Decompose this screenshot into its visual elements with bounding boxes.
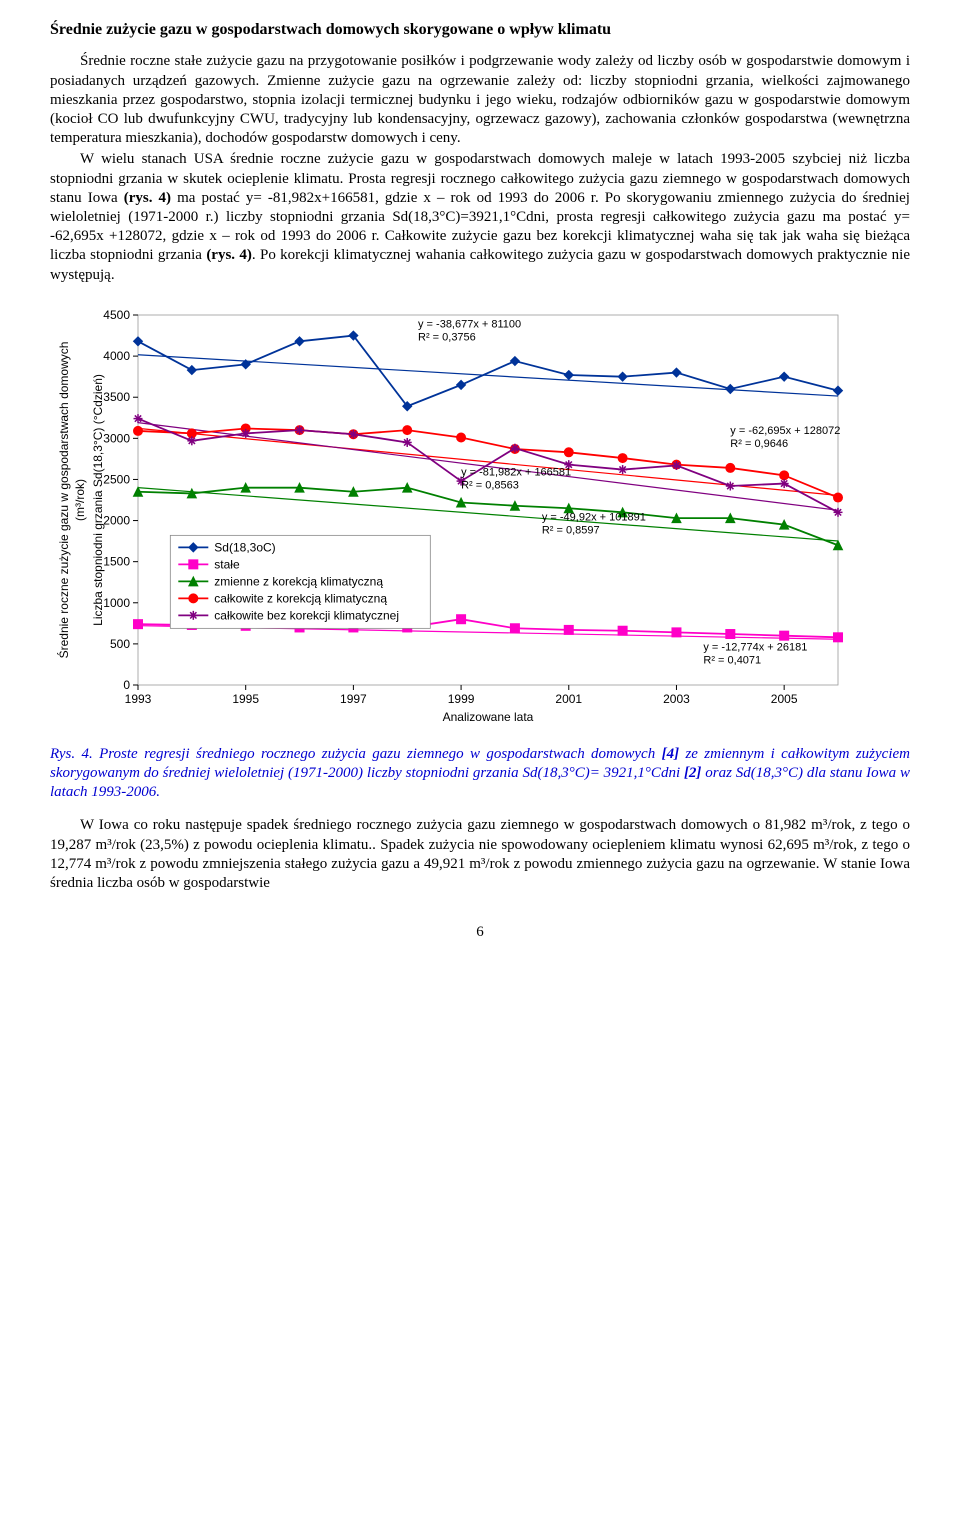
svg-text:4500: 4500 — [103, 308, 130, 322]
svg-text:2005: 2005 — [771, 692, 798, 706]
svg-text:Liczba stopniodni grzania Sd(1: Liczba stopniodni grzania Sd(18,3°C) (°C… — [91, 374, 105, 626]
svg-text:0: 0 — [123, 678, 130, 692]
paragraph-3: W Iowa co roku następuje spadek średnieg… — [50, 816, 910, 893]
svg-text:y = -62,695x + 128072: y = -62,695x + 128072 — [730, 425, 840, 437]
svg-text:R² = 0,3756: R² = 0,3756 — [418, 331, 476, 343]
svg-text:R² = 0,4071: R² = 0,4071 — [703, 654, 761, 666]
svg-text:całkowite bez korekcji klimat: całkowite bez korekcji klimatycznej — [214, 608, 399, 622]
svg-text:Sd(18,3oC): Sd(18,3oC) — [214, 540, 275, 554]
svg-text:3500: 3500 — [103, 390, 130, 404]
svg-text:y = -12,774x + 26181: y = -12,774x + 26181 — [703, 641, 807, 653]
svg-text:1999: 1999 — [448, 692, 475, 706]
cap-ref2: [2] — [684, 765, 702, 781]
svg-text:1500: 1500 — [103, 554, 130, 568]
svg-text:2003: 2003 — [663, 692, 690, 706]
paragraph-1: Średnie roczne stałe zużycie gazu na prz… — [50, 52, 910, 148]
svg-text:2500: 2500 — [103, 472, 130, 486]
svg-text:Średnie roczne zużycie gazu w: Średnie roczne zużycie gazu w gospodarst… — [56, 341, 71, 658]
cap-a: Rys. 4. Proste regresji średniego roczne… — [50, 746, 662, 762]
svg-text:y = -49,92x + 101891: y = -49,92x + 101891 — [542, 511, 646, 523]
svg-text:R² = 0,8563: R² = 0,8563 — [461, 479, 519, 491]
svg-text:y = -38,677x + 81100: y = -38,677x + 81100 — [418, 318, 521, 330]
svg-text:stałe: stałe — [214, 557, 240, 571]
svg-text:y = -81,982x + 166581: y = -81,982x + 166581 — [461, 466, 571, 478]
svg-text:R² = 0,9646: R² = 0,9646 — [730, 438, 788, 450]
svg-text:2000: 2000 — [103, 513, 130, 527]
svg-text:1000: 1000 — [103, 595, 130, 609]
figure-4-caption: Rys. 4. Proste regresji średniego roczne… — [50, 745, 910, 803]
cap-ref1: [4] — [662, 746, 680, 762]
svg-text:całkowite z korekcją klimatyc: całkowite z korekcją klimatyczną — [214, 591, 387, 605]
svg-text:1993: 1993 — [125, 692, 152, 706]
svg-text:Analizowane lata: Analizowane lata — [443, 710, 534, 724]
page-number: 6 — [50, 923, 910, 942]
paragraph-2: W wielu stanach USA średnie roczne zużyc… — [50, 150, 910, 284]
figure-4-chart: 0 500 1000 1500 2000 2500 3000 3500 4000 4500 1993… — [50, 303, 910, 739]
svg-text:1995: 1995 — [232, 692, 259, 706]
svg-text:3000: 3000 — [103, 431, 130, 445]
svg-text:1997: 1997 — [340, 692, 367, 706]
section-heading: Średnie zużycie gazu w gospodarstwach do… — [50, 20, 910, 40]
p2-e: (rys. 4) — [206, 247, 252, 263]
svg-text:R² = 0,8597: R² = 0,8597 — [542, 524, 600, 536]
svg-text:(m³/rok): (m³/rok) — [73, 479, 87, 521]
p2-c: (rys. 4) — [124, 190, 171, 206]
svg-text:2001: 2001 — [555, 692, 582, 706]
svg-text:4000: 4000 — [103, 349, 130, 363]
svg-text:zmienne z korekcją klimatyczną: zmienne z korekcją klimatyczną — [214, 574, 383, 588]
svg-text:500: 500 — [110, 637, 130, 651]
